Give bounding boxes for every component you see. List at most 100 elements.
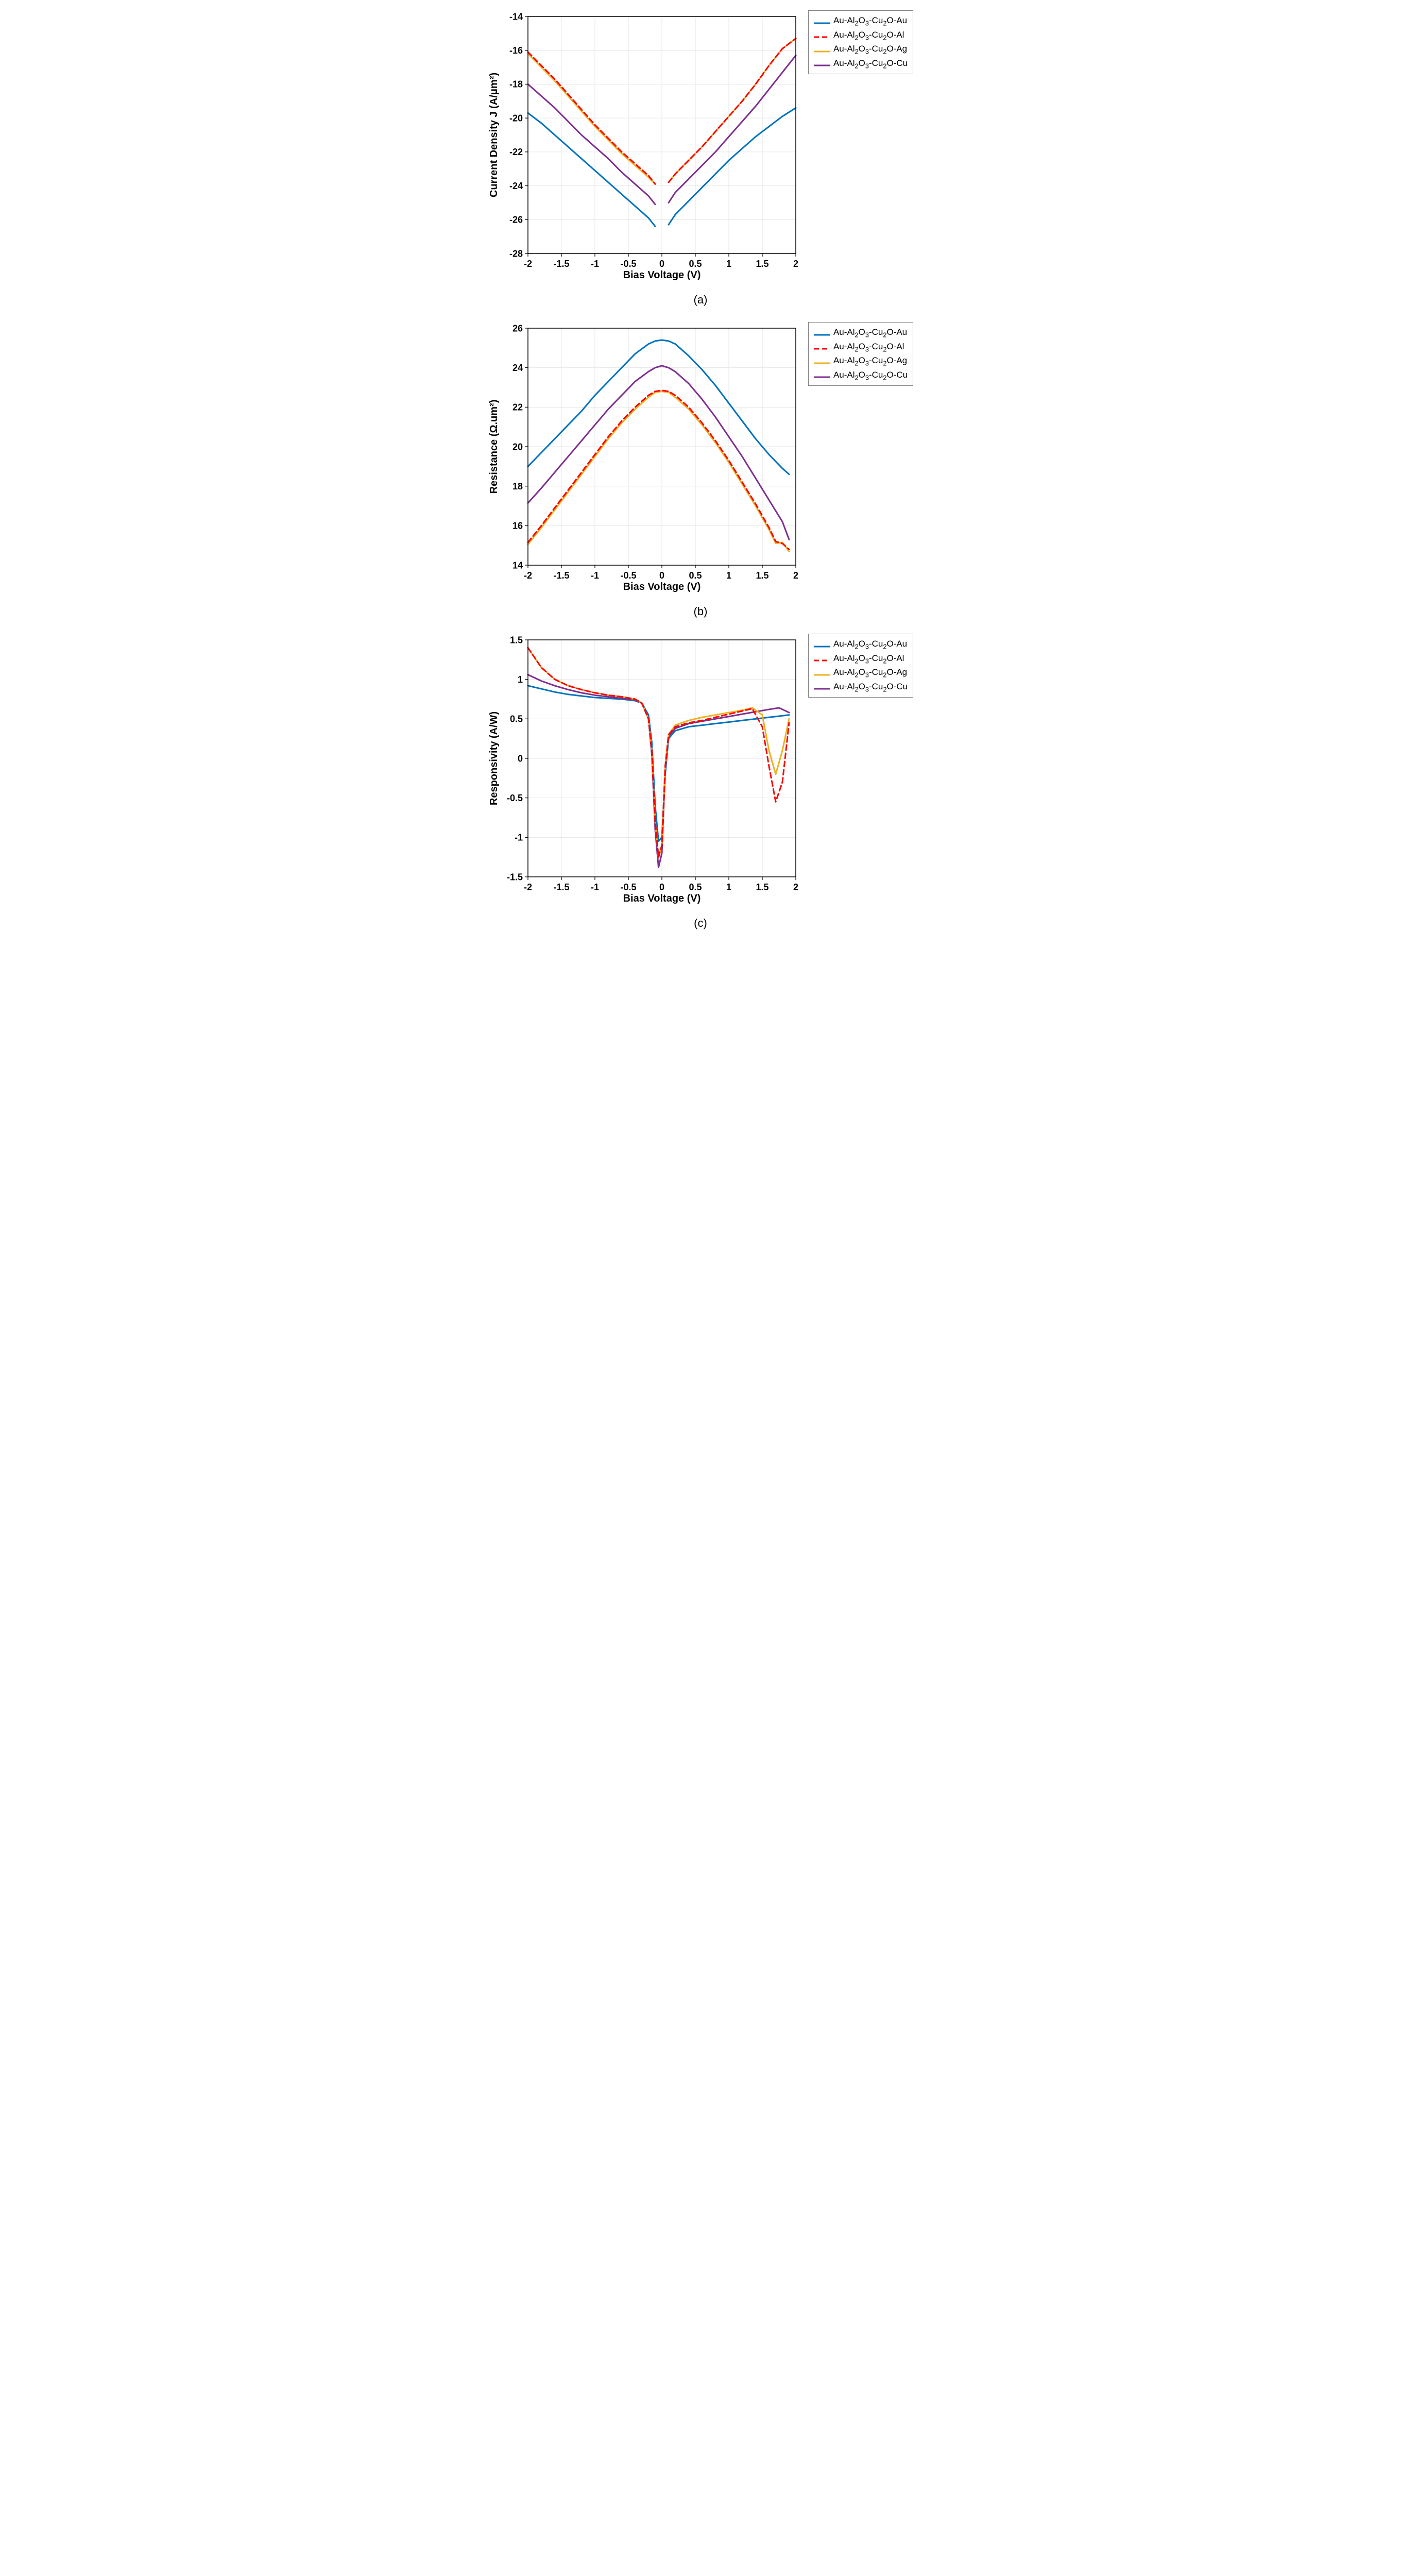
xtick-label: -0.5	[620, 570, 636, 581]
legend-label-ag: Au-Al2O3-Cu2O-Ag	[833, 666, 907, 680]
legend-item-ag: Au-Al2O3-Cu2O-Ag	[814, 666, 908, 680]
xlabel: Bias Voltage (V)	[623, 269, 701, 281]
legend-swatch-cu	[814, 60, 830, 67]
ytick-label: -20	[509, 113, 523, 123]
xlabel: Bias Voltage (V)	[623, 581, 701, 592]
panel-c: -2-1.5-1-0.500.511.52-1.5-1-0.500.511.5B…	[488, 634, 913, 909]
legend-item-al: Au-Al2O3-Cu2O-Al	[814, 652, 908, 666]
ytick-label: -16	[509, 45, 523, 56]
legend-swatch-ag	[814, 669, 830, 676]
caption-c: (c)	[694, 917, 707, 930]
xtick-label: 1	[726, 570, 731, 581]
figure-root: -2-1.5-1-0.500.511.52-28-26-24-22-20-18-…	[10, 10, 1391, 940]
legend-item-au: Au-Al2O3-Cu2O-Au	[814, 637, 908, 652]
xtick-label: 0.5	[689, 259, 702, 269]
legend-label-au: Au-Al2O3-Cu2O-Au	[833, 14, 907, 28]
legend-item-cu: Au-Al2O3-Cu2O-Cu	[814, 680, 908, 694]
legend-item-au: Au-Al2O3-Cu2O-Au	[814, 326, 908, 340]
plot-box-b: -2-1.5-1-0.500.511.5214161820222426Bias …	[488, 322, 802, 598]
legend-label-au: Au-Al2O3-Cu2O-Au	[833, 637, 907, 652]
legend-swatch-au	[814, 329, 830, 336]
panel-b: -2-1.5-1-0.500.511.5214161820222426Bias …	[488, 322, 913, 598]
xtick-label: 1.5	[756, 882, 768, 892]
ytick-label: -28	[509, 248, 523, 259]
chart-a: -2 -1.5 -1 -0.5 0 0.5 1 1.5 2 -28 -26 -24 -22 -20 -18 -…	[488, 10, 802, 283]
ytick-label: 24	[512, 363, 523, 373]
xtick-label: -0.5	[620, 882, 636, 892]
xtick-label: -1.5	[553, 570, 569, 581]
xtick-label: -1	[591, 570, 599, 581]
legend-label-cu: Au-Al2O3-Cu2O-Cu	[833, 680, 908, 694]
legend-swatch-cu	[814, 371, 830, 379]
xtick-label: 0	[659, 570, 664, 581]
legend: Au-Al2O3-Cu2O-AuAu-Al2O3-Cu2O-AlAu-Al2O3…	[808, 322, 913, 386]
legend-swatch-au	[814, 641, 830, 648]
legend-item-ag: Au-Al2O3-Cu2O-Ag	[814, 42, 908, 57]
ytick-label: 1.5	[510, 635, 523, 645]
legend-item-ag: Au-Al2O3-Cu2O-Ag	[814, 354, 908, 368]
ylabel: Current Density J (A/μm²)	[488, 73, 500, 197]
ytick-label: -24	[509, 181, 523, 191]
legend-item-al: Au-Al2O3-Cu2O-Al	[814, 340, 908, 354]
legend-item-cu: Au-Al2O3-Cu2O-Cu	[814, 57, 908, 71]
ytick-label: -26	[509, 215, 523, 225]
xtick-label: 0.5	[689, 570, 702, 581]
ylabel: Resistance (Ω.um²)	[488, 400, 500, 494]
legend-item-cu: Au-Al2O3-Cu2O-Cu	[814, 368, 908, 383]
xtick-label: 1	[726, 259, 731, 269]
legend-label-al: Au-Al2O3-Cu2O-Al	[833, 652, 904, 666]
legend-label-ag: Au-Al2O3-Cu2O-Ag	[833, 354, 907, 368]
legend: Au-Al2O3-Cu2O-AuAu-Al2O3-Cu2O-AlAu-Al2O3…	[808, 634, 913, 698]
xtick-label: 2	[793, 570, 798, 581]
xtick-label: -1.5	[553, 259, 569, 269]
xtick-label: 2	[793, 882, 798, 892]
plot-box-a: -2 -1.5 -1 -0.5 0 0.5 1 1.5 2 -28 -26 -24 -22 -20 -18 -…	[488, 10, 802, 286]
ytick-label: 16	[512, 521, 523, 531]
legend-swatch-ag	[814, 358, 830, 365]
xlabel: Bias Voltage (V)	[623, 893, 701, 904]
ytick-label: -1.5	[507, 872, 523, 882]
ytick-label: 26	[512, 323, 523, 333]
xtick-label: 2	[793, 259, 798, 269]
ytick-label: 20	[512, 442, 523, 452]
caption-b: (b)	[694, 605, 708, 618]
legend-item-au: Au-Al2O3-Cu2O-Au	[814, 14, 908, 28]
ylabel: Responsivity (A/W)	[488, 711, 500, 805]
legend-label-al: Au-Al2O3-Cu2O-Al	[833, 28, 904, 43]
xtick-label: -1.5	[553, 882, 569, 892]
plot-box-c: -2-1.5-1-0.500.511.52-1.5-1-0.500.511.5B…	[488, 634, 802, 909]
xtick-label: -2	[524, 882, 532, 892]
chart-b: -2-1.5-1-0.500.511.5214161820222426Bias …	[488, 322, 802, 595]
ytick-label: 14	[512, 560, 523, 570]
ytick-label: 0	[518, 753, 523, 764]
ytick-label: -18	[509, 79, 523, 90]
panel-a: -2 -1.5 -1 -0.5 0 0.5 1 1.5 2 -28 -26 -24 -22 -20 -18 -…	[488, 10, 913, 286]
chart-c: -2-1.5-1-0.500.511.52-1.5-1-0.500.511.5B…	[488, 634, 802, 907]
ytick-label: 22	[512, 402, 523, 413]
legend: Au-Al2O3-Cu2O-AuAu-Al2O3-Cu2O-AlAu-Al2O3…	[808, 10, 913, 74]
xtick-label: -1	[591, 259, 599, 269]
ytick-label: 0.5	[510, 714, 523, 724]
xtick-label: -0.5	[620, 259, 636, 269]
ytick-label: 18	[512, 481, 523, 492]
xtick-label: 1.5	[756, 259, 768, 269]
legend-swatch-au	[814, 18, 830, 25]
xtick-label: -2	[524, 570, 532, 581]
ytick-label: -22	[509, 147, 523, 157]
ytick-label: -14	[509, 11, 523, 22]
xtick-label: -2	[524, 259, 532, 269]
xtick-label: 1	[726, 882, 731, 892]
xtick-label: 0	[659, 259, 664, 269]
xtick-label: 0.5	[689, 882, 702, 892]
legend-swatch-cu	[814, 683, 830, 690]
legend-label-al: Au-Al2O3-Cu2O-Al	[833, 340, 904, 354]
ytick-label: 1	[518, 674, 523, 685]
legend-label-cu: Au-Al2O3-Cu2O-Cu	[833, 57, 908, 71]
xtick-label: 0	[659, 882, 664, 892]
caption-a: (a)	[694, 293, 708, 307]
legend-swatch-al	[814, 655, 830, 662]
xtick-label: -1	[591, 882, 599, 892]
legend-swatch-ag	[814, 46, 830, 53]
legend-label-ag: Au-Al2O3-Cu2O-Ag	[833, 42, 907, 57]
legend-item-al: Au-Al2O3-Cu2O-Al	[814, 28, 908, 43]
